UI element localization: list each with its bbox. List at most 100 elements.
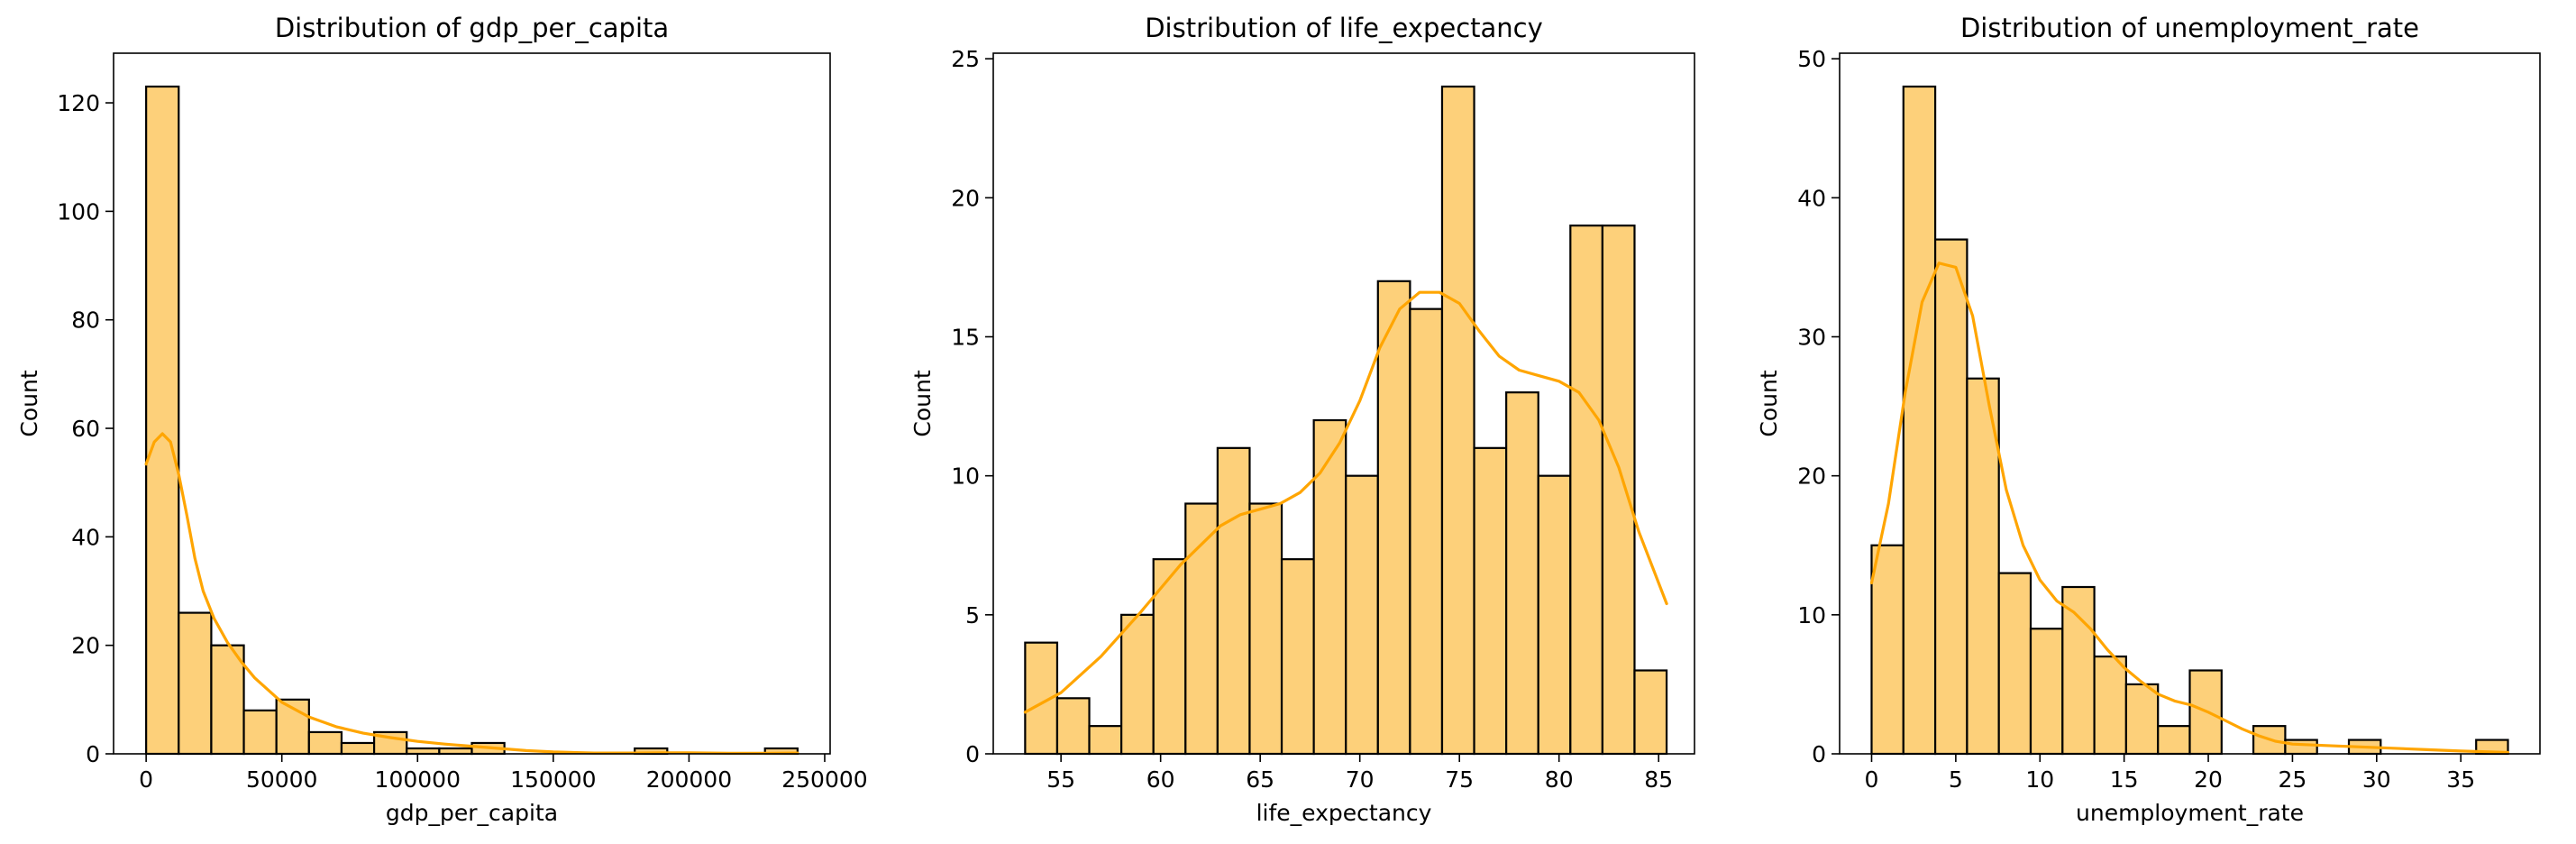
y-tick-label: 100 bbox=[57, 198, 100, 225]
y-tick-label: 120 bbox=[57, 90, 100, 116]
histogram-bar bbox=[1569, 225, 1603, 756]
y-tick-label: 0 bbox=[965, 741, 980, 767]
histogram-bar bbox=[1312, 418, 1347, 756]
histogram-bar bbox=[1537, 474, 1572, 756]
x-tick-label: 10 bbox=[2025, 766, 2054, 793]
y-axis-ticks: 0 5 10 15 20 25 bbox=[951, 46, 993, 767]
x-tick-label: 0 bbox=[139, 766, 153, 793]
x-tick-label: 60 bbox=[1146, 766, 1175, 793]
histogram-bar bbox=[1088, 725, 1123, 756]
x-tick-label: 30 bbox=[2362, 766, 2391, 793]
histogram-bar bbox=[178, 611, 213, 756]
chart-panel-life-expectancy: Distribution of life_expectancy life_exp… bbox=[909, 13, 1695, 826]
histogram-bar bbox=[1902, 85, 1937, 756]
y-axis-label: Count bbox=[1756, 370, 1782, 436]
histogram-bar bbox=[2124, 683, 2160, 756]
y-tick-label: 20 bbox=[71, 633, 100, 659]
histogram-bar bbox=[2061, 585, 2096, 756]
histogram-bar bbox=[2188, 669, 2223, 756]
histogram-bar bbox=[307, 730, 343, 756]
histogram-bar bbox=[1280, 558, 1315, 756]
y-tick-label: 60 bbox=[71, 416, 100, 442]
chart-title: Distribution of unemployment_rate bbox=[1960, 13, 2419, 43]
x-axis-ticks: 0 50000 100000 150000 200000 250000 bbox=[139, 754, 868, 793]
x-axis-label: unemployment_rate bbox=[2076, 800, 2304, 826]
kde-line bbox=[144, 432, 799, 756]
axes-frame bbox=[1839, 52, 2541, 755]
histogram-bars bbox=[1024, 85, 1668, 756]
y-tick-label: 10 bbox=[951, 463, 980, 490]
histogram-bar bbox=[406, 747, 441, 756]
histogram-bar bbox=[340, 741, 376, 756]
x-tick-label: 150000 bbox=[510, 766, 596, 793]
x-axis-ticks: 0 5 10 15 20 25 30 35 bbox=[1865, 754, 2475, 793]
x-tick-label: 50000 bbox=[246, 766, 318, 793]
histogram-bar bbox=[2284, 738, 2318, 756]
chart-panel-unemployment-rate: Distribution of unemployment_rate unempl… bbox=[1756, 13, 2541, 826]
x-tick-label: 35 bbox=[2446, 766, 2475, 793]
y-tick-label: 40 bbox=[1797, 185, 1826, 211]
y-tick-label: 20 bbox=[951, 185, 980, 211]
y-tick-label: 20 bbox=[1797, 463, 1826, 490]
histogram-bar bbox=[1409, 307, 1444, 756]
y-tick-label: 15 bbox=[951, 325, 980, 351]
y-tick-label: 5 bbox=[965, 602, 980, 628]
y-tick-label: 80 bbox=[71, 307, 100, 334]
x-axis-label: life_expectancy bbox=[1256, 800, 1432, 826]
histogram-bar bbox=[1216, 446, 1251, 756]
x-tick-label: 20 bbox=[2194, 766, 2223, 793]
histogram-bar bbox=[1870, 544, 1905, 756]
histogram-bar bbox=[1184, 502, 1219, 756]
axes-frame bbox=[992, 52, 1695, 755]
y-tick-label: 10 bbox=[1797, 602, 1826, 628]
histogram-bar bbox=[242, 709, 278, 756]
histogram-bar bbox=[2093, 655, 2127, 756]
x-tick-label: 55 bbox=[1046, 766, 1075, 793]
histogram-bar bbox=[1376, 280, 1411, 756]
y-tick-label: 0 bbox=[1812, 741, 1826, 767]
histogram-bar bbox=[1601, 225, 1636, 756]
histogram-bar bbox=[1055, 697, 1091, 756]
histogram-bar bbox=[1120, 613, 1155, 756]
y-tick-label: 40 bbox=[71, 524, 100, 550]
y-axis-label: Count bbox=[909, 370, 936, 436]
histogram-bar bbox=[1473, 446, 1508, 756]
histogram-bar bbox=[1248, 502, 1283, 756]
x-tick-label: 0 bbox=[1865, 766, 1879, 793]
histogram-bar bbox=[145, 85, 180, 756]
histogram-bar bbox=[1933, 238, 1969, 756]
x-tick-label: 70 bbox=[1346, 766, 1375, 793]
x-axis-label: gdp_per_capita bbox=[386, 800, 558, 826]
histogram-bar bbox=[1966, 377, 2000, 756]
x-tick-label: 100000 bbox=[375, 766, 461, 793]
y-tick-label: 30 bbox=[1797, 325, 1826, 351]
histogram-bar bbox=[210, 644, 245, 756]
histogram-bars bbox=[1870, 85, 2509, 756]
histogram-bar bbox=[1997, 572, 2032, 756]
kde-line bbox=[1869, 261, 2510, 755]
x-tick-label: 25 bbox=[2279, 766, 2307, 793]
histogram-bar bbox=[2157, 725, 2191, 756]
histogram-bar bbox=[438, 747, 473, 756]
x-tick-label: 250000 bbox=[781, 766, 867, 793]
histogram-bar bbox=[1345, 474, 1379, 756]
x-tick-label: 200000 bbox=[646, 766, 732, 793]
axes-frame bbox=[113, 52, 831, 755]
x-axis-ticks: 55 60 65 70 75 80 85 bbox=[1046, 754, 1673, 793]
x-tick-label: 75 bbox=[1445, 766, 1474, 793]
histogram-bar bbox=[1633, 669, 1668, 756]
chart-title: Distribution of life_expectancy bbox=[1145, 13, 1543, 43]
x-tick-label: 80 bbox=[1545, 766, 1574, 793]
histogram-bar bbox=[1152, 558, 1187, 756]
chart-panel-gdp-per-capita: Distribution of gdp_per_capita gdp_per_c… bbox=[16, 13, 868, 826]
histogram-bar bbox=[1505, 391, 1539, 756]
chart-title: Distribution of gdp_per_capita bbox=[275, 13, 669, 43]
kde-line bbox=[1023, 290, 1668, 714]
x-tick-label: 65 bbox=[1246, 766, 1274, 793]
y-axis-label: Count bbox=[16, 370, 42, 436]
histogram-bars bbox=[145, 85, 799, 756]
y-tick-label: 50 bbox=[1797, 46, 1826, 72]
y-axis-ticks: 0 10 20 30 40 50 bbox=[1797, 46, 1840, 767]
histogram-bar bbox=[2029, 628, 2064, 756]
